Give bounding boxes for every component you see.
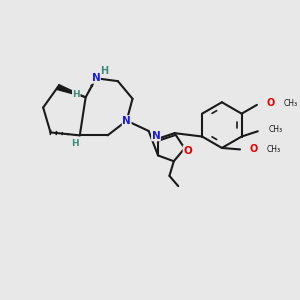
- Text: N: N: [122, 116, 131, 126]
- Text: N: N: [152, 131, 160, 141]
- Text: CH₃: CH₃: [267, 145, 281, 154]
- Text: H: H: [72, 139, 79, 148]
- Text: N: N: [152, 131, 160, 141]
- Text: N: N: [92, 73, 100, 83]
- Text: O: O: [183, 146, 192, 156]
- Text: CH₃: CH₃: [268, 125, 283, 134]
- Text: H: H: [73, 90, 80, 99]
- Text: H: H: [73, 90, 80, 99]
- Text: N: N: [122, 116, 131, 126]
- Text: O: O: [250, 144, 258, 154]
- Text: O: O: [183, 146, 192, 156]
- Text: H: H: [100, 66, 108, 76]
- Text: O: O: [267, 98, 275, 108]
- Text: CH₃: CH₃: [284, 99, 298, 108]
- Polygon shape: [57, 85, 86, 97]
- Text: H: H: [72, 139, 79, 148]
- Text: H: H: [100, 66, 108, 76]
- Text: N: N: [92, 73, 100, 83]
